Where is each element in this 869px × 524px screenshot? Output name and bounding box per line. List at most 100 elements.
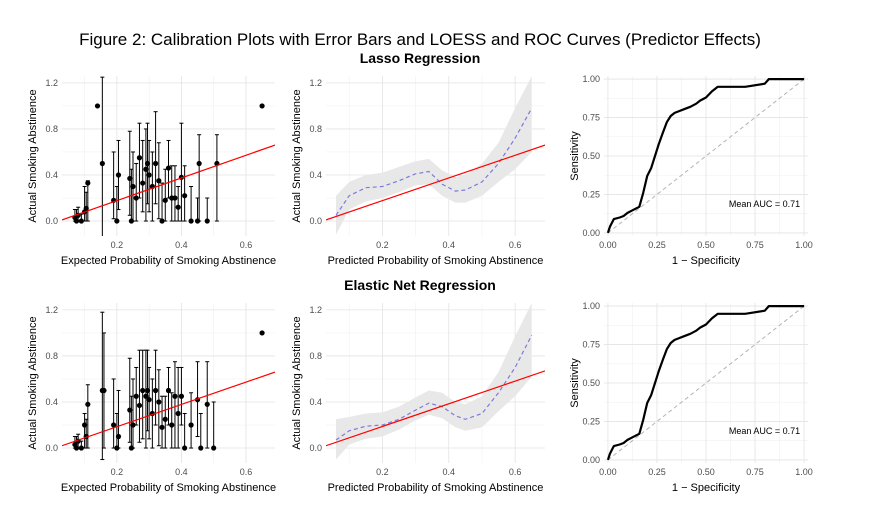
y-tick-label: 1.2 (309, 78, 322, 88)
y-axis-label: Actual Smoking Abstinence (291, 316, 303, 449)
data-point (169, 422, 175, 428)
y-tick-label: 0.4 (45, 170, 58, 180)
elasticnet-roc-panel: 0.00 0.25 0.50 0.75 1.00 0.00 0.25 0.50 0.75 1.00… (569, 301, 813, 494)
data-point (165, 387, 172, 394)
data-point (162, 197, 168, 203)
y-tick-label: 1.00 (582, 301, 600, 311)
plot-area (62, 311, 275, 461)
data-point (115, 172, 122, 178)
panels: 0.2 0.4 0.6 0.0 0.4 0.8 1.2 Expected Probabilit… (27, 74, 813, 494)
y-tick-label: 0.0 (45, 216, 58, 226)
data-point (196, 160, 202, 167)
elasticnet-calibration-errorbars-panel: 0.2 0.4 0.6 0.0 0.4 0.8 1.2 Expected Probabilit… (27, 303, 276, 494)
data-point (152, 160, 159, 167)
row-title-lasso: Lasso Regression (360, 50, 481, 66)
data-point (85, 401, 91, 407)
fit-line (62, 371, 275, 447)
data-point (198, 445, 204, 451)
y-tick-label: 1.2 (45, 78, 58, 88)
y-tick-label: 0.4 (309, 397, 322, 407)
x-tick-label: 0.6 (240, 467, 253, 477)
loess-curve (335, 334, 533, 441)
y-tick-label: 0.8 (45, 351, 58, 361)
data-point (146, 172, 152, 178)
y-tick-label: 0.4 (309, 170, 322, 180)
auc-annotation: Mean AUC = 0.71 (729, 199, 800, 209)
fit-line (62, 144, 275, 221)
x-tick-label: 0.2 (376, 467, 389, 477)
x-tick-label: 0.2 (111, 467, 124, 477)
data-point (140, 180, 146, 186)
figure-title: Figure 2: Calibration Plots with Error B… (79, 30, 761, 49)
data-point (133, 393, 139, 399)
y-tick-label: 0.8 (309, 124, 322, 134)
y-tick-label: 0.75 (582, 340, 600, 350)
x-tick-label: 0.2 (376, 240, 389, 250)
fit-line (326, 370, 545, 447)
data-point (165, 165, 172, 171)
x-tick-label: 0.25 (648, 240, 666, 250)
x-tick-label: 0.00 (599, 467, 617, 477)
x-axis-label: Predicted Probability of Smoking Abstine… (328, 255, 544, 267)
data-point (99, 160, 105, 167)
x-axis-label: Predicted Probability of Smoking Abstine… (328, 482, 544, 494)
x-tick-label: 0.6 (240, 240, 253, 250)
plot-area (606, 305, 805, 461)
y-axis-label: Sensitivity (569, 358, 581, 408)
data-point (115, 433, 122, 440)
y-tick-label: 0.75 (582, 113, 600, 123)
x-tick-label: 0.00 (599, 240, 617, 250)
lasso-calibration-loess-panel: 0.2 0.4 0.6 0.0 0.4 0.8 1.2 Predicted Probabili… (291, 76, 545, 267)
data-point (259, 103, 265, 109)
data-point (156, 178, 162, 184)
x-tick-label: 0.75 (746, 240, 764, 250)
plot-area (326, 303, 545, 460)
data-point (159, 424, 165, 430)
y-tick-label: 0.50 (582, 151, 600, 161)
y-tick-label: 1.2 (309, 305, 322, 315)
x-tick-label: 0.4 (443, 467, 456, 477)
y-tick-label: 0.00 (582, 228, 600, 238)
data-point (172, 393, 178, 399)
y-tick-label: 0.50 (582, 378, 600, 388)
data-point (94, 103, 101, 109)
y-axis-label: Sensitivity (569, 131, 581, 181)
data-point (136, 155, 143, 161)
elasticnet-calibration-loess-panel: 0.2 0.4 0.6 0.0 0.4 0.8 1.2 Predicted Probabili… (291, 303, 545, 494)
data-point (188, 422, 194, 428)
data-point (146, 397, 152, 403)
data-point (182, 445, 188, 451)
x-axis-label: Expected Probability of Smoking Abstinen… (61, 255, 276, 267)
x-axis-label: Expected Probability of Smoking Abstinen… (61, 482, 276, 494)
data-point (172, 195, 178, 201)
x-tick-label: 0.4 (175, 467, 188, 477)
data-point (152, 387, 159, 394)
y-tick-label: 0.8 (309, 351, 322, 361)
row-title-elastic-net: Elastic Net Regression (344, 277, 496, 293)
data-point (259, 330, 265, 336)
data-point (188, 218, 194, 224)
data-point (111, 422, 117, 428)
x-tick-label: 0.50 (697, 467, 715, 477)
y-axis-label: Actual Smoking Abstinence (27, 89, 39, 222)
data-point (178, 393, 185, 399)
data-point (130, 183, 136, 190)
data-point (162, 416, 168, 422)
data-point (133, 195, 139, 201)
x-tick-label: 0.4 (443, 240, 456, 250)
data-point (78, 445, 84, 451)
data-point (156, 399, 162, 405)
plot-area (62, 76, 275, 236)
x-axis-label: 1 − Specificity (672, 255, 741, 267)
lasso-calibration-errorbars-panel: 0.2 0.4 0.6 0.0 0.4 0.8 1.2 Expected Probabilit… (27, 76, 276, 267)
x-tick-label: 0.2 (111, 240, 124, 250)
x-axis-label: 1 − Specificity (672, 482, 741, 494)
y-tick-label: 0.0 (309, 443, 322, 453)
x-tick-label: 0.6 (509, 240, 522, 250)
data-point (114, 218, 120, 224)
data-point (140, 387, 146, 394)
y-tick-label: 0.00 (582, 455, 600, 465)
x-tick-label: 0.4 (175, 240, 188, 250)
data-point (136, 402, 143, 409)
